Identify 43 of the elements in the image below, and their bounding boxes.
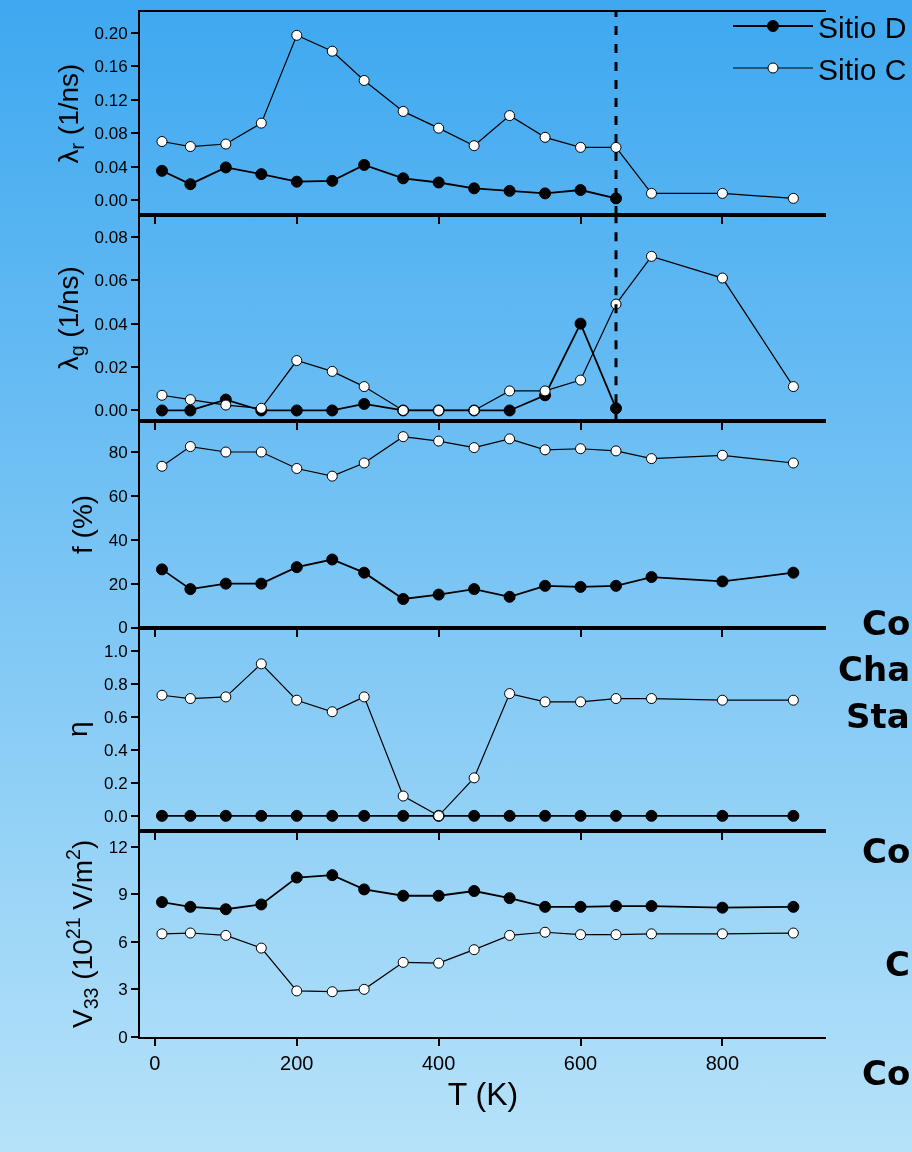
y-tick-label: 0.00 xyxy=(94,191,128,211)
y-tick-label: 0 xyxy=(118,1027,128,1047)
y-tick-label: 0.00 xyxy=(94,401,128,421)
y-tick-label: 1.0 xyxy=(103,641,128,661)
y-axis-title: f (%) xyxy=(66,494,98,554)
y-tick-label: 80 xyxy=(108,442,128,462)
y-tick-label: 0 xyxy=(118,618,128,638)
x-tick-label: 0 xyxy=(149,1051,161,1074)
x-axis-title: T (K) xyxy=(447,1076,519,1113)
y-tick-label: 40 xyxy=(108,530,128,550)
y-tick-label: 0.04 xyxy=(94,314,128,334)
y-tick-label: 0.06 xyxy=(94,271,128,291)
text: C xyxy=(885,944,910,984)
y-tick-label: 0.02 xyxy=(94,358,128,377)
y-tick-label: 3 xyxy=(118,980,128,1000)
x-tick-label: 600 xyxy=(563,1051,598,1074)
y-tick-label: 0.16 xyxy=(94,57,128,77)
y-tick-label: 0.08 xyxy=(94,124,128,144)
text: Sta xyxy=(846,696,910,736)
x-tick-label: 800 xyxy=(705,1051,740,1074)
y-tick-label: 0.04 xyxy=(94,157,128,177)
y-tick-label: 6 xyxy=(118,932,128,952)
text: Co xyxy=(862,831,911,871)
y-tick-label: 0.12 xyxy=(94,90,128,110)
x-tick-label: 200 xyxy=(280,1051,314,1074)
y-tick-label: 0.2 xyxy=(103,773,128,793)
text: Co xyxy=(862,603,911,643)
text: Cha xyxy=(838,649,911,689)
y-tick-label: 20 xyxy=(108,574,128,594)
x-tick-label: 400 xyxy=(421,1051,456,1074)
y-axis-title: η xyxy=(62,721,94,737)
y-tick-label: 0.20 xyxy=(94,23,128,43)
y-tick-label: 0.0 xyxy=(103,806,128,826)
y-tick-label: 0.08 xyxy=(94,227,128,247)
y-tick-label: 0.4 xyxy=(103,740,128,760)
y-tick-label: 9 xyxy=(118,885,128,905)
legend-label: Sitio D xyxy=(818,10,907,44)
text: Co xyxy=(862,1053,911,1093)
legend-label: Sitio C xyxy=(818,52,907,86)
y-tick-label: 60 xyxy=(108,486,128,506)
y-tick-label: 0.8 xyxy=(103,674,128,694)
y-tick-label: 12 xyxy=(108,837,128,857)
y-tick-label: 0.6 xyxy=(103,707,128,727)
